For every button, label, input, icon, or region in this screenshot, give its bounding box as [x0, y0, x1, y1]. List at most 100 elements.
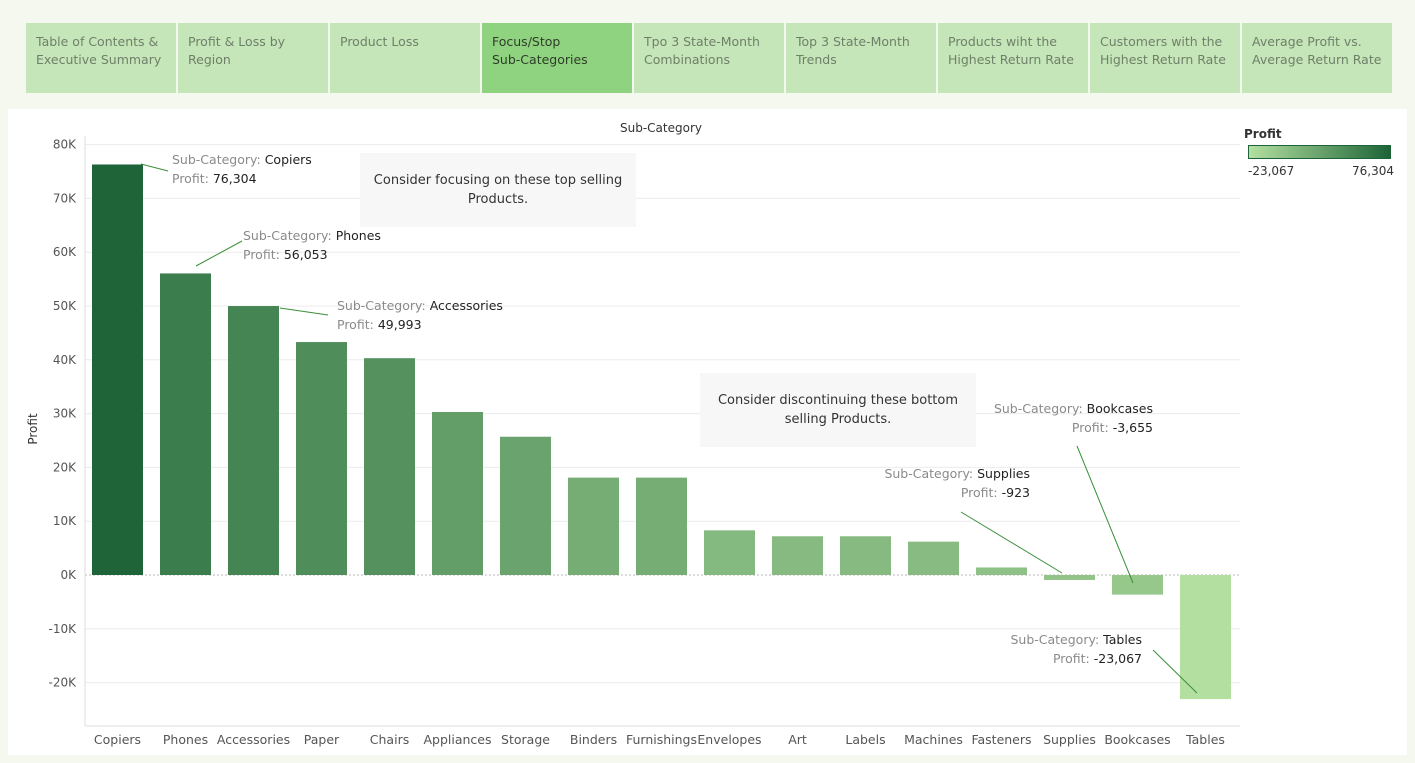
profit-by-subcategory-chart: -20K -10K 0K 10K 20K 30K 40K 50K 60K 70K 80K Sub-Ca…: [26, 121, 1240, 747]
x-tick-label: Chairs: [370, 732, 409, 747]
callout-profit-key: Profit:: [243, 247, 280, 262]
y-tick-label: 10K: [53, 514, 77, 528]
x-tick-label: Binders: [570, 732, 617, 747]
bar-copiers: [92, 164, 143, 575]
tab-6[interactable]: Top 3 State-Month Trends: [786, 23, 936, 93]
bar-envelopes: [704, 530, 755, 575]
tab-4[interactable]: Focus/Stop Sub-Categories: [482, 23, 632, 93]
focus-annotation-line1: Consider focusing on these top selling: [373, 173, 623, 188]
callout-profit-value: -3,655: [1113, 420, 1153, 435]
callout-category-line: Sub-Category: Tables: [1010, 632, 1142, 647]
bar-tables: [1180, 575, 1231, 700]
callout-profit-line: Profit: -3,655: [1072, 420, 1153, 435]
callout-profit-line: Profit: 49,993: [337, 317, 422, 332]
x-tick-label: Fasteners: [971, 732, 1031, 747]
x-tick-label: Accessories: [217, 732, 290, 747]
callout-category-key: Sub-Category:: [1010, 632, 1099, 647]
y-tick-label: -20K: [49, 676, 78, 690]
tab-3[interactable]: Product Loss: [330, 23, 480, 93]
x-tick-label: Art: [788, 732, 807, 747]
callout-leader: [140, 163, 169, 172]
tab-label-line2: Highest Return Rate: [948, 52, 1074, 67]
tab-label-line2: Combinations: [644, 52, 730, 67]
bar-labels: [840, 536, 891, 575]
callout-profit-value: 49,993: [378, 317, 422, 332]
callout-category-line: Sub-Category: Phones: [243, 228, 381, 243]
callout-profit-line: Profit: -923: [961, 485, 1030, 500]
tab-7[interactable]: Products wiht the Highest Return Rate: [938, 23, 1088, 93]
chart-title: Sub-Category: [620, 121, 702, 135]
tab-label-line1: Profit & Loss by Region: [188, 34, 286, 67]
color-legend-max: 76,304: [1352, 164, 1394, 178]
callout-profit-value: 76,304: [213, 171, 257, 186]
callout-leader: [279, 307, 329, 316]
x-tick-label: Tables: [1185, 732, 1225, 747]
callout-leader: [1076, 445, 1134, 584]
bar-storage: [500, 436, 551, 575]
y-axis-title: Profit: [26, 413, 40, 445]
focus-annotation-line2: Products.: [467, 192, 529, 207]
tab-label-line1: Average Profit vs.: [1252, 34, 1362, 49]
color-legend-title: Profit: [1244, 127, 1282, 141]
bar-machines: [908, 541, 959, 575]
callout-category-value: Tables: [1102, 632, 1142, 647]
tab-label-line2: Sub-Categories: [492, 52, 588, 67]
callout-profit-key: Profit:: [1053, 651, 1090, 666]
callout-profit-key: Profit:: [1072, 420, 1109, 435]
x-tick-label: Phones: [163, 732, 208, 747]
tab-2[interactable]: Profit & Loss by Region: [178, 23, 328, 93]
x-tick-label: Appliances: [423, 732, 491, 747]
tab-label-line2: Highest Return Rate: [1100, 52, 1226, 67]
callout-profit-value: -23,067: [1094, 651, 1142, 666]
x-tick-label: Furnishings: [626, 732, 697, 747]
bar-chairs: [364, 358, 415, 575]
callout-category-key: Sub-Category:: [243, 228, 332, 243]
tab-label-line1: Products wiht the: [948, 34, 1057, 49]
y-tick-label: 80K: [53, 138, 77, 152]
callout-category-key: Sub-Category:: [994, 401, 1083, 416]
y-tick-label: 40K: [53, 353, 77, 367]
color-legend-gradient: [1248, 145, 1391, 159]
x-tick-label: Paper: [304, 732, 340, 747]
callout-leader: [195, 240, 243, 267]
bar-furnishings: [636, 477, 687, 575]
y-tick-label: 70K: [53, 191, 77, 205]
tab-label-line1: Tpo 3 State-Month: [644, 34, 760, 49]
tab-8[interactable]: Customers with the Highest Return Rate: [1090, 23, 1240, 93]
bar-binders: [568, 477, 619, 575]
bar-paper: [296, 342, 347, 575]
x-tick-label: Bookcases: [1104, 732, 1170, 747]
bar-art: [772, 536, 823, 575]
callout-category-key: Sub-Category:: [884, 466, 973, 481]
x-tick-label: Copiers: [94, 732, 141, 747]
callout-category-value: Copiers: [265, 152, 312, 167]
tab-label-line1: Customers with the: [1100, 34, 1223, 49]
tab-5[interactable]: Tpo 3 State-Month Combinations: [634, 23, 784, 93]
tab-label-line1: Top 3 State-Month: [796, 34, 910, 49]
callout-category-value: Phones: [336, 228, 381, 243]
callout-category-line: Sub-Category: Bookcases: [994, 401, 1153, 416]
tab-label-line1: Table of Contents &: [36, 34, 159, 49]
callout-category-key: Sub-Category:: [172, 152, 261, 167]
dashboard-tab-bar: Table of Contents & Executive Summary Prof…: [26, 23, 1393, 93]
bar-fasteners: [976, 567, 1027, 575]
callout-profit-line: Profit: 76,304: [172, 171, 257, 186]
tab-label-line2: Trends: [796, 52, 837, 67]
discontinue-annotation-line2: selling Products.: [784, 412, 892, 427]
tab-label-line1: Focus/Stop: [492, 34, 561, 49]
callout-category-line: Sub-Category: Supplies: [884, 466, 1030, 481]
tab-1[interactable]: Table of Contents & Executive Summary: [26, 23, 176, 93]
y-tick-label: 50K: [53, 299, 77, 313]
tab-label-line2: Average Return Rate: [1252, 52, 1382, 67]
tab-9[interactable]: Average Profit vs. Average Return Rate: [1242, 23, 1392, 93]
callout-category-value: Accessories: [430, 298, 503, 313]
y-tick-label: 0K: [60, 568, 77, 582]
callout-category-line: Sub-Category: Copiers: [172, 152, 312, 167]
x-tick-label: Supplies: [1043, 732, 1096, 747]
x-tick-label: Storage: [501, 732, 550, 747]
chart-panel: -20K -10K 0K 10K 20K 30K 40K 50K 60K 70K 80K Sub-Ca…: [8, 109, 1407, 755]
x-tick-label: Machines: [904, 732, 963, 747]
y-tick-label: -10K: [49, 622, 78, 636]
y-tick-label: 30K: [53, 407, 77, 421]
bar-appliances: [432, 411, 483, 575]
